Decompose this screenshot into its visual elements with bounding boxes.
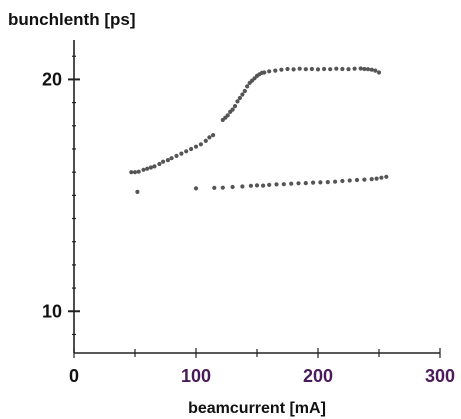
x-tick-label: 100 [181, 366, 211, 386]
data-point [198, 142, 203, 147]
data-point [161, 159, 166, 164]
data-point [309, 66, 314, 72]
data-point [230, 107, 235, 112]
data-point [318, 180, 323, 185]
data-point [333, 179, 338, 184]
y-tick-label: 10 [42, 301, 62, 321]
data-point [279, 67, 284, 72]
data-point [369, 177, 374, 182]
data-point [379, 175, 384, 180]
data-point [289, 181, 294, 186]
data-point [174, 153, 179, 158]
data-point [135, 189, 140, 194]
data-point [340, 66, 345, 72]
data-point [254, 183, 260, 188]
data-point [148, 165, 153, 170]
data-point [248, 183, 253, 188]
data-point [184, 149, 189, 154]
data-point [220, 185, 225, 190]
data-point [245, 84, 250, 89]
data-point [240, 92, 245, 97]
data-point [132, 170, 138, 175]
data-point [193, 186, 199, 191]
data-point [225, 113, 230, 118]
chart-title: bunchlenth [ps] [8, 10, 135, 29]
data-point [273, 68, 278, 73]
data-point [296, 181, 301, 186]
data-point [274, 182, 279, 187]
data-point [165, 158, 170, 163]
y-tick-label: 20 [42, 69, 62, 89]
data-point [235, 99, 240, 104]
data-point [354, 177, 360, 183]
data-point [157, 161, 162, 167]
data-point [179, 151, 184, 156]
data-point [261, 183, 266, 188]
data-point [315, 67, 321, 72]
data-point [340, 178, 345, 184]
x-tick-label: 0 [69, 366, 79, 386]
data-point [334, 66, 339, 71]
data-point [262, 70, 267, 75]
data-point [207, 135, 212, 140]
x-tick-label: 200 [303, 366, 333, 386]
data-points [129, 66, 389, 194]
data-point [347, 178, 352, 183]
data-point [369, 67, 374, 72]
data-point [362, 177, 367, 182]
data-point [240, 184, 245, 189]
data-point [291, 67, 296, 72]
data-point [358, 66, 363, 71]
data-point [322, 66, 327, 72]
data-point [211, 133, 216, 138]
data-point [285, 66, 290, 72]
data-point [362, 66, 367, 72]
data-point [267, 182, 272, 187]
data-point [267, 69, 272, 74]
data-point [136, 169, 141, 174]
data-point [242, 88, 247, 94]
data-point [373, 68, 378, 73]
data-point [352, 66, 357, 71]
data-point [374, 176, 379, 181]
data-point [232, 104, 238, 109]
data-point [203, 138, 208, 143]
data-point [193, 144, 199, 149]
data-point [152, 164, 157, 169]
x-axis-label: beamcurrent [mA] [188, 400, 326, 417]
data-point [145, 166, 150, 171]
data-point [346, 67, 351, 72]
data-point [237, 95, 242, 101]
data-point [230, 184, 235, 190]
data-point [311, 180, 316, 185]
data-point [365, 67, 371, 72]
x-tick-label: 300 [425, 366, 455, 386]
axes: 0 100 200 300 10 20 [42, 40, 455, 386]
data-point [384, 174, 389, 179]
data-point [303, 181, 308, 186]
data-point [169, 156, 174, 161]
data-point [212, 185, 217, 190]
data-point [325, 180, 330, 185]
data-point [376, 70, 382, 75]
data-point [129, 170, 134, 175]
data-point [189, 146, 194, 152]
data-point [297, 66, 302, 71]
data-point [303, 67, 308, 72]
data-point [328, 67, 333, 72]
data-point [141, 167, 146, 172]
data-point [281, 182, 286, 187]
